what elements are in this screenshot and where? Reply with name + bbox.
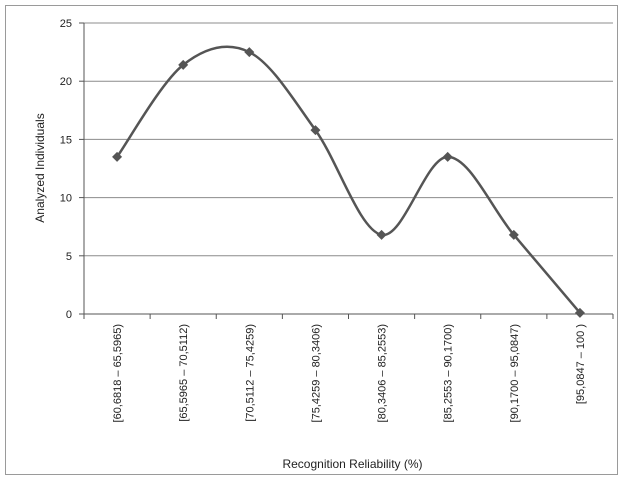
x-tick-label: [70,5112 – 75,4259) bbox=[244, 324, 256, 422]
data-point-marker bbox=[574, 307, 585, 318]
data-point-marker bbox=[178, 59, 189, 70]
y-tick-label: 15 bbox=[60, 134, 72, 146]
series-line bbox=[116, 45, 581, 314]
chart-frame bbox=[5, 5, 618, 475]
y-axis-title: Analyzed Individuals bbox=[33, 113, 47, 222]
y-tick-label: 25 bbox=[60, 18, 72, 30]
x-tick-label: [75,4259 – 80,3406) bbox=[310, 324, 322, 422]
gridlines bbox=[79, 22, 613, 315]
y-tick-label: 5 bbox=[66, 251, 72, 263]
y-tick-label: 0 bbox=[66, 309, 72, 321]
y-axis-tick-labels: 0 5 10 15 20 25 bbox=[60, 18, 72, 321]
x-tick-label: [60,6818 – 65,5965) bbox=[112, 324, 124, 422]
x-tick-label: [80,3406 – 85,2553) bbox=[377, 324, 389, 422]
data-point-marker bbox=[310, 125, 321, 136]
x-tick-label: [85,2553 – 90,1700) bbox=[443, 324, 455, 422]
x-axis-title: Recognition Reliability (%) bbox=[282, 457, 422, 471]
y-tick-label: 10 bbox=[60, 193, 72, 205]
x-tick-label: [95,0847 – 100 ) bbox=[575, 324, 587, 404]
data-point-marker bbox=[244, 47, 255, 58]
data-point-marker bbox=[508, 229, 519, 240]
x-tick-label: [65,5965 – 70,5112) bbox=[178, 324, 190, 422]
data-point-marker bbox=[442, 151, 453, 162]
data-markers bbox=[112, 47, 585, 318]
x-axis-tick-marks bbox=[83, 314, 614, 319]
data-point-marker bbox=[376, 229, 387, 240]
data-point-marker bbox=[112, 151, 123, 162]
x-tick-label: [90,1700 – 95,0847) bbox=[509, 324, 521, 422]
x-axis-tick-labels: [60,6818 – 65,5965) [65,5965 – 70,5112) [7… bbox=[112, 324, 587, 422]
y-tick-label: 20 bbox=[60, 76, 72, 88]
